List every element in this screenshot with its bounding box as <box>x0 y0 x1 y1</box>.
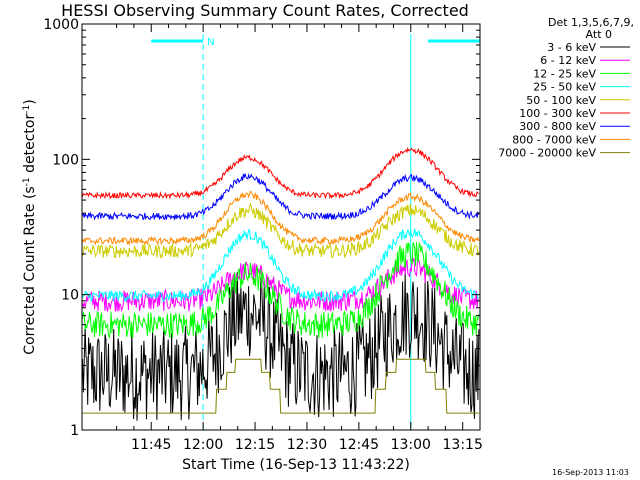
x-tick-label: 12:15 <box>235 437 275 453</box>
y-axis-label-part1: Corrected Count Rate (s <box>22 186 38 354</box>
plot-frame <box>81 23 481 431</box>
x-tick-label: 11:45 <box>131 437 171 453</box>
legend-entry-label: 3 - 6 keV <box>547 41 596 54</box>
x-tick-label: 13:15 <box>443 437 483 453</box>
series-line <box>82 358 479 414</box>
legend-entry-label: 6 - 12 keV <box>540 54 596 67</box>
y-tick-label: 100 <box>52 152 79 168</box>
y-axis-label-exp2: -1 <box>22 105 32 114</box>
y-axis-label-part2: detector <box>22 114 38 178</box>
legend-entry-label: 25 - 50 keV <box>533 81 596 94</box>
y-axis-label: Corrected Count Rate (s-1 detector-1) <box>22 99 38 354</box>
plot-area: N <box>82 34 481 430</box>
series-line <box>82 173 480 221</box>
x-axis-label: Start Time (16-Sep-13 11:43:22) <box>182 457 410 473</box>
series-line <box>82 241 480 339</box>
series-line <box>82 272 480 421</box>
y-tick-label: 10 <box>61 288 79 304</box>
y-axis-label-part3: ) <box>22 99 38 104</box>
y-axis-label-exp1: -1 <box>22 177 32 186</box>
legend-entry-label: 800 - 7000 keV <box>512 133 596 146</box>
axis-ticks: 11:45 12:00 12:15 12:30 12:45 13:00 13:15 1 10 10… <box>43 17 483 453</box>
series-line <box>82 202 480 260</box>
legend-entry-label: 50 - 100 keV <box>526 94 596 107</box>
legend-header-line1: Det 1,3,5,6,7,9, <box>548 16 634 29</box>
series-line <box>82 146 480 200</box>
x-tick-label: 12:30 <box>287 437 327 453</box>
x-tick-label: 12:45 <box>339 437 379 453</box>
legend-entry-label: 12 - 25 keV <box>533 67 596 80</box>
legend-entry-label: 300 - 800 keV <box>519 120 596 133</box>
y-tick-label: 1000 <box>43 17 79 33</box>
series-line <box>82 228 480 303</box>
series-line <box>82 190 480 246</box>
chart-title: HESSI Observing Summary Count Rates, Cor… <box>61 1 469 20</box>
timestamp: 16-Sep-2013 11:03 <box>552 468 629 477</box>
y-tick-label: 1 <box>70 423 79 439</box>
marker-label: N <box>207 37 214 48</box>
legend-header-line2: Att 0 <box>586 28 612 41</box>
legend-entry-label: 7000 - 20000 keV <box>498 147 596 160</box>
x-tick-label: 13:00 <box>391 437 431 453</box>
x-tick-label: 12:00 <box>183 437 223 453</box>
legend-entry-label: 100 - 300 keV <box>519 107 596 120</box>
